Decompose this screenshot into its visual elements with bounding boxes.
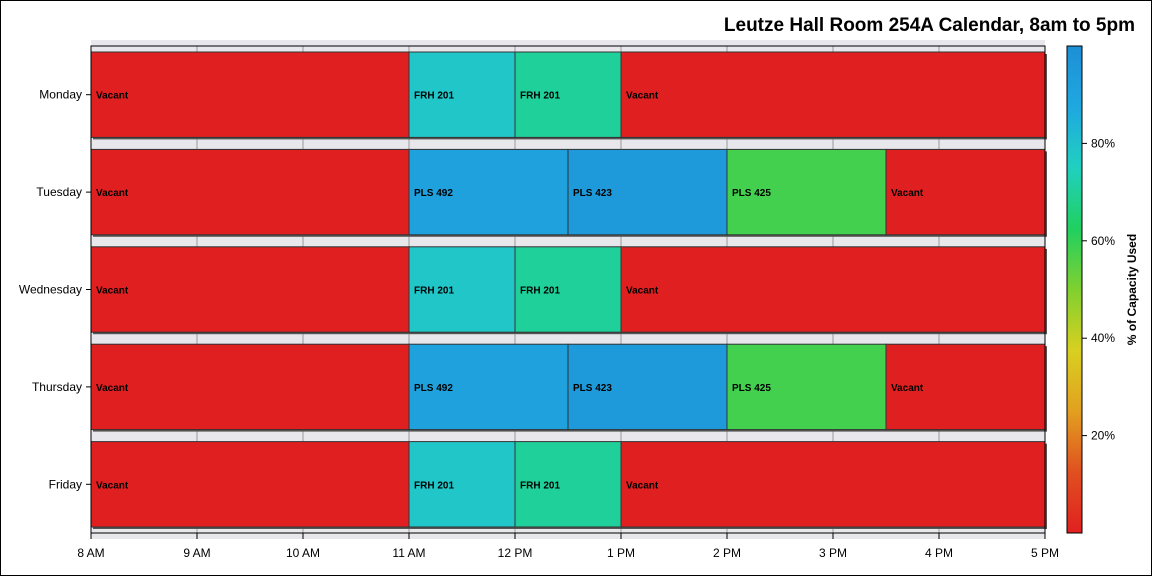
bar-segment xyxy=(514,246,622,333)
bar-label: Vacant xyxy=(626,480,659,491)
colorbar-label: % of Capacity Used xyxy=(1125,234,1139,345)
bar-label: FRH 201 xyxy=(520,480,560,491)
row-separator xyxy=(91,332,1045,345)
bar-label: Vacant xyxy=(626,286,659,297)
bar-label: PLS 425 xyxy=(732,383,771,394)
bar-label: FRH 201 xyxy=(414,480,454,491)
x-tick-label: 11 AM xyxy=(392,546,425,560)
colorbar-tick-label: 20% xyxy=(1091,429,1115,443)
bar-label: PLS 423 xyxy=(573,188,612,199)
bar-segment xyxy=(90,441,410,528)
bar-segment xyxy=(620,441,1046,528)
bar-segment xyxy=(726,148,887,236)
y-tick-label: Wednesday xyxy=(19,283,82,297)
bar-label: Vacant xyxy=(96,383,129,394)
bar-label: Vacant xyxy=(96,480,129,491)
x-tick-label: 10 AM xyxy=(286,546,320,560)
colorbar-tick-label: 80% xyxy=(1091,136,1115,150)
bar-segment xyxy=(514,441,622,528)
x-tick-label: 12 PM xyxy=(498,546,533,560)
x-tick-label: 8 AM xyxy=(77,546,104,560)
colorbar-tick-label: 40% xyxy=(1091,331,1115,345)
bar-label: PLS 492 xyxy=(414,188,453,199)
bar-label: Vacant xyxy=(96,188,129,199)
chart-title: Leutze Hall Room 254A Calendar, 8am to 5… xyxy=(723,15,1135,36)
bar-segment xyxy=(408,441,516,528)
y-tick-label: Tuesday xyxy=(36,185,82,199)
x-tick-label: 5 PM xyxy=(1031,546,1059,560)
row-separator xyxy=(91,234,1045,247)
bar-label: Vacant xyxy=(96,286,129,297)
bar-segment xyxy=(514,51,622,138)
bar-segment xyxy=(90,246,410,333)
bar-segment xyxy=(408,343,569,431)
bar-segment xyxy=(567,148,728,236)
bar-segment xyxy=(408,51,516,138)
bar-label: Vacant xyxy=(626,91,659,102)
bar-segment xyxy=(620,246,1046,333)
x-tick-label: 4 PM xyxy=(925,546,953,560)
bar-label: PLS 492 xyxy=(414,383,453,394)
bar-label: PLS 425 xyxy=(732,188,771,199)
bar-segment xyxy=(408,246,516,333)
bar-label: Vacant xyxy=(891,188,924,199)
bar-label: PLS 423 xyxy=(573,383,612,394)
x-tick-label: 9 AM xyxy=(183,546,210,560)
y-tick-label: Monday xyxy=(39,88,82,102)
colorbar-tick-label: 60% xyxy=(1091,234,1115,248)
bar-segment xyxy=(90,148,410,236)
bar-label: FRH 201 xyxy=(520,286,560,297)
x-tick-label: 2 PM xyxy=(713,546,741,560)
y-tick-label: Thursday xyxy=(32,380,82,394)
bar-label: FRH 201 xyxy=(520,91,560,102)
bar-label: FRH 201 xyxy=(414,91,454,102)
bar-segment xyxy=(408,148,569,236)
bar-segment xyxy=(90,343,410,431)
bar-label: FRH 201 xyxy=(414,286,454,297)
bar-segment xyxy=(726,343,887,431)
x-tick-label: 3 PM xyxy=(819,546,847,560)
bar-label: Vacant xyxy=(96,91,129,102)
x-tick-label: 1 PM xyxy=(607,546,635,560)
bar-segment xyxy=(885,148,1046,236)
bar-label: Vacant xyxy=(891,383,924,394)
bar-segment xyxy=(90,51,410,138)
bar-segment xyxy=(885,343,1046,431)
colorbar xyxy=(1066,45,1083,534)
row-separator xyxy=(91,429,1045,442)
row-separator xyxy=(91,137,1045,150)
y-tick-label: Friday xyxy=(49,477,82,491)
bar-segment xyxy=(620,51,1046,138)
plot-border xyxy=(90,45,1046,534)
